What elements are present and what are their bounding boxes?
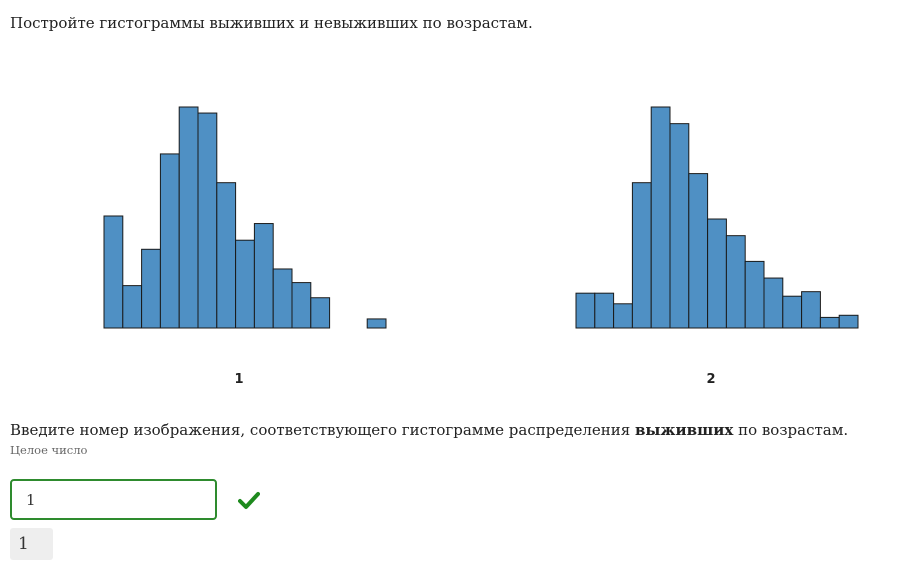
histogram-1-bar	[178, 106, 199, 329]
question-text-start: Введите номер изображения, соответствующ…	[10, 421, 635, 439]
histogram-2-bar	[838, 314, 859, 329]
histogram-1-bar	[272, 268, 293, 329]
histogram-2	[575, 106, 859, 329]
histogram-2-bar	[725, 235, 746, 329]
check-icon	[238, 492, 260, 509]
question-text-end: по возрастам.	[733, 421, 849, 439]
histogram-2-bar	[669, 123, 690, 329]
histogram-2-label: 2	[706, 372, 716, 387]
histogram-1-bar	[197, 112, 218, 329]
histogram-1-bar	[310, 297, 331, 329]
histogram-2-bar	[707, 218, 727, 329]
histogram-2-bar	[744, 260, 765, 329]
histogram-1-bar	[103, 215, 124, 329]
question-text-bold: выживших	[634, 421, 734, 439]
histogram-1-label: 1	[234, 372, 244, 387]
histogram-1-bar	[141, 248, 161, 329]
histogram-1-bar	[366, 318, 387, 329]
task-text: Постройте гистограммы выживших и невыжив…	[10, 14, 533, 32]
histogram-2-bar	[688, 173, 709, 329]
histogram-2-bar	[801, 291, 821, 329]
histogram-1-bar	[122, 285, 143, 329]
histogram-1	[103, 106, 387, 329]
histograms-figure	[103, 106, 859, 329]
question-text: Введите номер изображения, соответствующ…	[10, 421, 848, 439]
histogram-1-bar	[291, 282, 312, 329]
histogram-2-bar	[763, 277, 784, 329]
histogram-2-bar	[819, 316, 840, 329]
histogram-2-bar	[575, 292, 596, 329]
histogram-2-bar	[613, 303, 633, 329]
histogram-1-bar	[159, 153, 180, 329]
answer-input[interactable]	[10, 479, 217, 520]
histogram-1-bar	[235, 239, 255, 329]
histogram-2-bar	[594, 292, 615, 329]
histogram-2-bar	[782, 295, 803, 329]
histogram-1-bar	[253, 223, 274, 329]
answer-type-hint: Целое число	[10, 443, 88, 457]
histogram-2-bar	[631, 182, 652, 329]
correct-answer-badge: 1	[10, 528, 53, 560]
histogram-2-bar	[650, 106, 671, 329]
histogram-1-bar	[216, 182, 237, 329]
